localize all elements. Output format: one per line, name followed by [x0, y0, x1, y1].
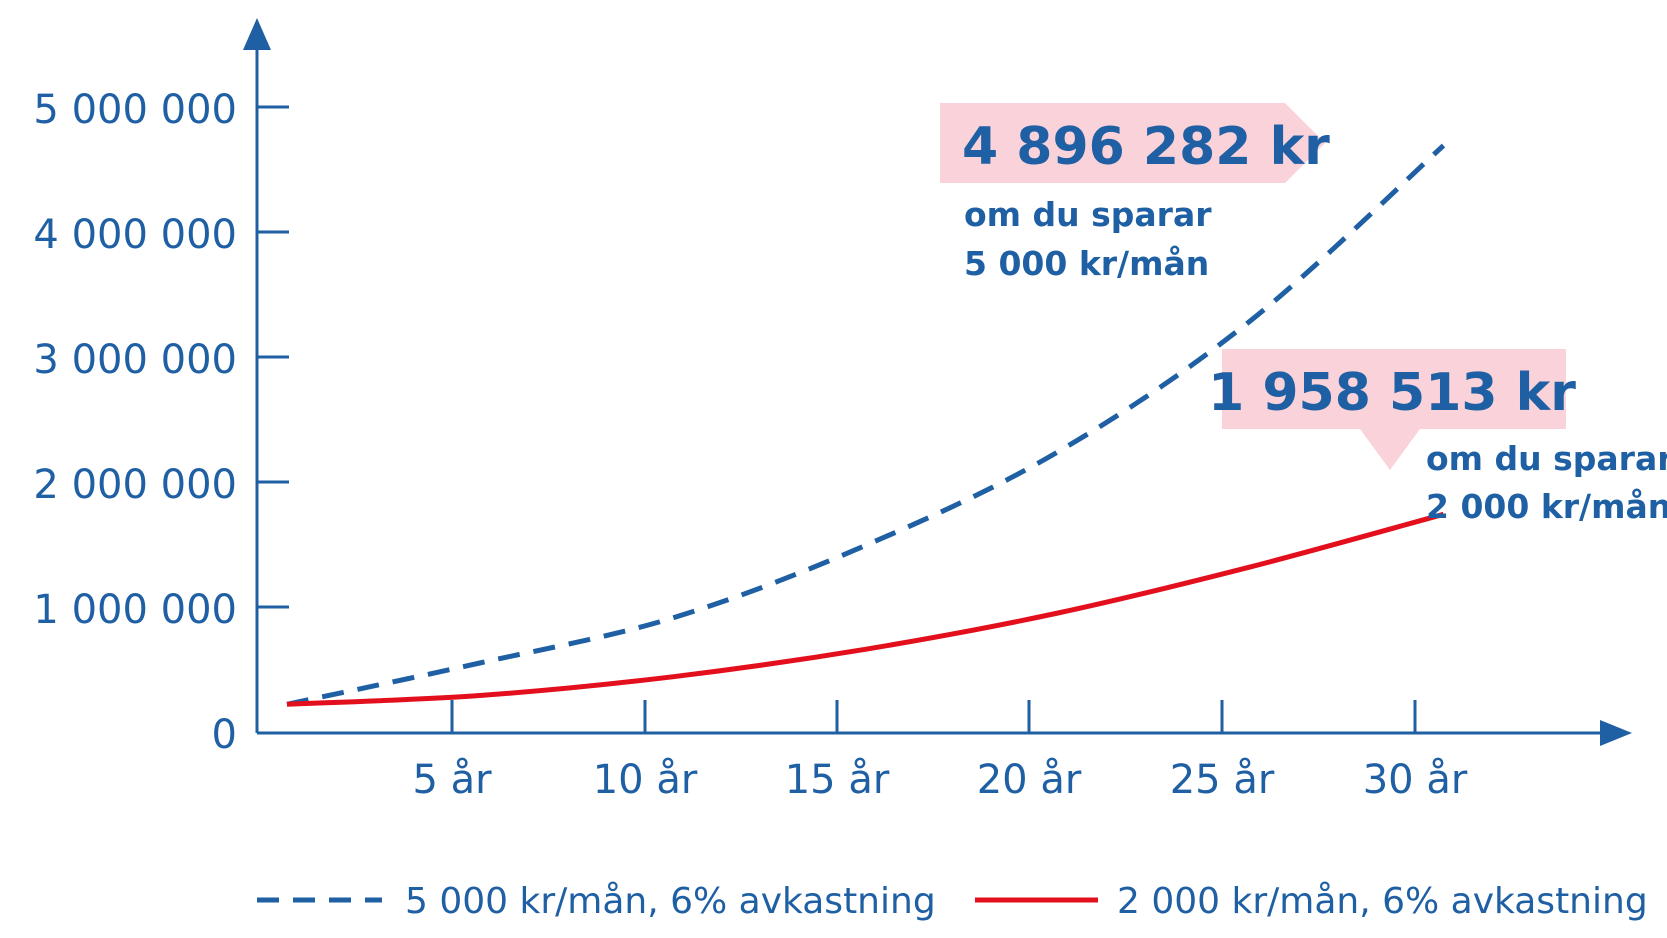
- x-tick-label-5: 5 år: [412, 757, 492, 803]
- y-tick-label-2: 2 000 000: [33, 462, 237, 508]
- callout-2000-note-line2: 2 000 kr/mån: [1426, 487, 1667, 526]
- axes: [243, 18, 1632, 746]
- x-ticks: [450, 700, 1417, 733]
- callout-5000-note-line1: om du sparar: [964, 195, 1212, 234]
- series-line-2000: [286, 511, 1445, 707]
- callout-2000-bg: [1222, 349, 1566, 470]
- x-tick-label-30: 30 år: [1363, 757, 1468, 803]
- series-line-5000: [286, 143, 1446, 707]
- series-group: [286, 143, 1446, 707]
- y-ticks: [257, 105, 289, 609]
- callout-5000-bg: [940, 103, 1325, 183]
- callout-2000-value: 1 958 513 kr: [1208, 363, 1576, 423]
- x-tick-label-15: 15 år: [785, 757, 890, 803]
- legend: 5 000 kr/mån, 6% avkastning 2 000 kr/mån…: [257, 881, 1648, 922]
- legend-label-2000: 2 000 kr/mån, 6% avkastning: [1117, 881, 1648, 922]
- legend-label-5000: 5 000 kr/mån, 6% avkastning: [405, 881, 936, 922]
- callout-2000-note-line1: om du sparar: [1426, 439, 1667, 478]
- x-axis-arrow: [1600, 720, 1632, 746]
- x-tick-labels: 5 år 10 år 15 år 20 år 25 år 30 år: [412, 757, 1467, 803]
- callout-5000-value: 4 896 282 kr: [962, 117, 1330, 177]
- y-tick-label-3: 3 000 000: [33, 337, 237, 383]
- callout-5000-note-line2: 5 000 kr/mån: [964, 244, 1209, 283]
- y-axis-arrow: [243, 18, 271, 50]
- x-tick-label-25: 25 år: [1170, 757, 1275, 803]
- callout-2000: 1 958 513 kr om du sparar 2 000 kr/mån: [1208, 349, 1667, 526]
- y-tick-label-4: 4 000 000: [33, 212, 237, 258]
- x-tick-label-10: 10 år: [593, 757, 698, 803]
- callout-5000: 4 896 282 kr om du sparar 5 000 kr/mån: [940, 103, 1330, 283]
- y-tick-label-5: 5 000 000: [33, 87, 237, 133]
- x-tick-label-20: 20 år: [977, 757, 1082, 803]
- y-tick-label-0: 0: [212, 712, 237, 758]
- y-tick-labels: 0 1 000 000 2 000 000 3 000 000 4 000 00…: [33, 87, 237, 758]
- y-tick-label-1: 1 000 000: [33, 587, 237, 633]
